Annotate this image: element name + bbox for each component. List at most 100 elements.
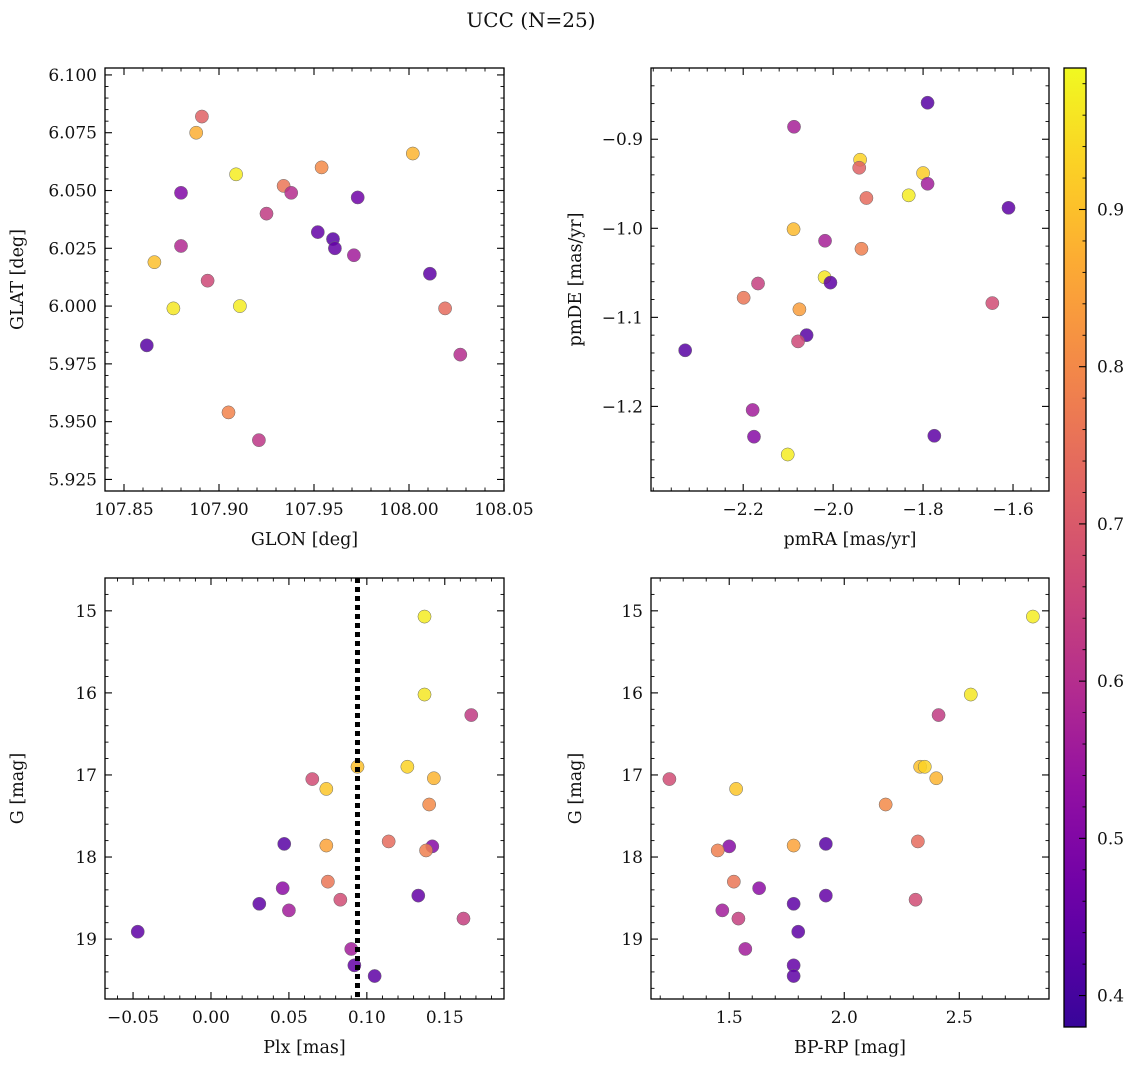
scatter-point <box>456 911 471 926</box>
scatter-point <box>792 302 807 317</box>
scatter-point <box>818 837 833 851</box>
x-tick-label: 0.15 <box>426 1008 464 1028</box>
scatter-point <box>252 896 267 911</box>
colorbar-tick-label: 0.8 <box>1097 358 1124 378</box>
colorbar: 0.4 0.5 0.6 0.7 0.8 0.9 <box>1063 67 1124 1028</box>
y-axis-label: pmDE [mas/yr] <box>566 213 586 347</box>
scatter-point <box>130 924 145 939</box>
scatter-point <box>381 834 396 849</box>
y-tick-label: 15 <box>75 602 97 622</box>
scatter-point <box>678 343 693 358</box>
scatter-point <box>400 759 415 774</box>
x-tick-label: −0.05 <box>107 1008 159 1028</box>
scatter-point <box>751 276 765 291</box>
scatter-point <box>174 185 188 200</box>
scatter-point <box>305 772 320 786</box>
x-axis-label: Plx [mas] <box>263 1038 345 1058</box>
scatter-point <box>823 275 838 290</box>
scatter-point <box>787 119 801 134</box>
x-axis-label: pmRA [mas/yr] <box>784 530 917 550</box>
scatter-points <box>678 95 1016 462</box>
scatter-point <box>221 405 236 420</box>
scatter-point <box>314 160 329 175</box>
colorbar-tick-label: 0.9 <box>1097 200 1124 220</box>
x-tick-label: 1.5 <box>716 1008 743 1028</box>
y-tick-label: 15 <box>621 602 643 622</box>
scatter-points <box>139 109 468 447</box>
x-axis-label: BP-RP [mag] <box>794 1038 906 1058</box>
scatter-point <box>786 222 801 237</box>
scatter-point <box>259 206 274 221</box>
scatter-point <box>189 125 204 140</box>
scatter-point <box>726 874 741 889</box>
plx-g-panel: −0.05 0.00 0.05 0.10 0.15 15 16 17 18 19 Plx [mas]… <box>8 577 505 1058</box>
scatter-point <box>200 273 215 288</box>
scatter-point <box>275 881 290 896</box>
y-tick-label: −1.1 <box>602 308 643 328</box>
scatter-point <box>453 347 468 362</box>
y-tick-label: −1.0 <box>602 219 643 239</box>
scatter-point <box>901 188 916 203</box>
y-tick-label: 5.975 <box>48 355 97 375</box>
scatter-point <box>786 896 801 911</box>
y-tick-label: 19 <box>75 930 97 950</box>
scatter-point <box>417 687 432 702</box>
glon-glat-panel: 107.85 107.90 107.95 108.00 108.05 5.925 5.950… <box>8 66 534 550</box>
x-tick-label: 107.95 <box>284 500 343 520</box>
scatter-point <box>422 797 437 812</box>
scatter-point <box>229 167 243 182</box>
scatter-point <box>715 903 730 918</box>
scatter-point <box>929 771 944 786</box>
x-axis-label: GLON [deg] <box>251 530 358 550</box>
figure-title: UCC (N=25) <box>466 8 595 32</box>
y-tick-label: 5.925 <box>48 470 97 490</box>
scatter-point <box>745 403 760 417</box>
scatter-point <box>319 838 334 853</box>
scatter-point <box>911 834 925 849</box>
scatter-points <box>130 609 479 983</box>
scatter-point <box>405 146 420 161</box>
x-tick-label: −1.8 <box>902 500 943 520</box>
x-tick-label: 2.5 <box>946 1008 973 1028</box>
x-tick-label: 108.05 <box>474 500 533 520</box>
scatter-point <box>417 609 432 624</box>
scatter-point <box>328 241 342 256</box>
scatter-point <box>931 708 946 722</box>
y-tick-label: 16 <box>621 684 643 704</box>
scatter-point <box>791 334 805 349</box>
scatter-point <box>367 969 382 983</box>
scatter-point <box>166 301 181 316</box>
scatter-point <box>738 942 753 956</box>
scatter-point <box>736 290 751 305</box>
y-tick-label: 18 <box>621 848 643 868</box>
scatter-point <box>791 924 806 939</box>
scatter-point <box>852 160 867 175</box>
scatter-point <box>859 191 874 205</box>
scatter-point <box>438 301 452 316</box>
scatter-point <box>319 782 334 796</box>
scatter-point <box>780 447 795 462</box>
scatter-point <box>139 338 154 353</box>
y-axis-label: G [mag] <box>566 753 586 824</box>
scatter-point <box>347 248 361 263</box>
scatter-point <box>722 839 737 854</box>
x-tick-label: 107.90 <box>189 500 248 520</box>
scatter-point <box>333 892 348 907</box>
scatter-point <box>818 888 833 903</box>
color-magnitude-panel: 1.5 2.0 2.5 15 16 17 18 19 BP-RP [mag] G [mag] <box>566 577 1050 1058</box>
scatter-point <box>350 190 365 205</box>
scatter-point <box>147 255 162 270</box>
scatter-point <box>310 225 325 239</box>
y-tick-label: 6.075 <box>48 124 97 144</box>
y-tick-label: 17 <box>75 766 97 786</box>
scatter-points <box>662 609 1040 983</box>
scatter-point <box>284 185 299 200</box>
scatter-point <box>411 888 426 903</box>
cmd-axes-frame <box>650 577 1050 1000</box>
scatter-point <box>419 843 433 858</box>
y-tick-label: 16 <box>75 684 97 704</box>
colorbar-tick-label: 0.7 <box>1097 515 1124 535</box>
glon-glat-axes-frame <box>104 67 505 492</box>
pm-panel: −2.2 −2.0 −1.8 −1.6 −1.2 −1.1 −1.0 −0.9 pmRA [ma… <box>566 67 1050 550</box>
pm-axes-frame <box>650 67 1050 492</box>
